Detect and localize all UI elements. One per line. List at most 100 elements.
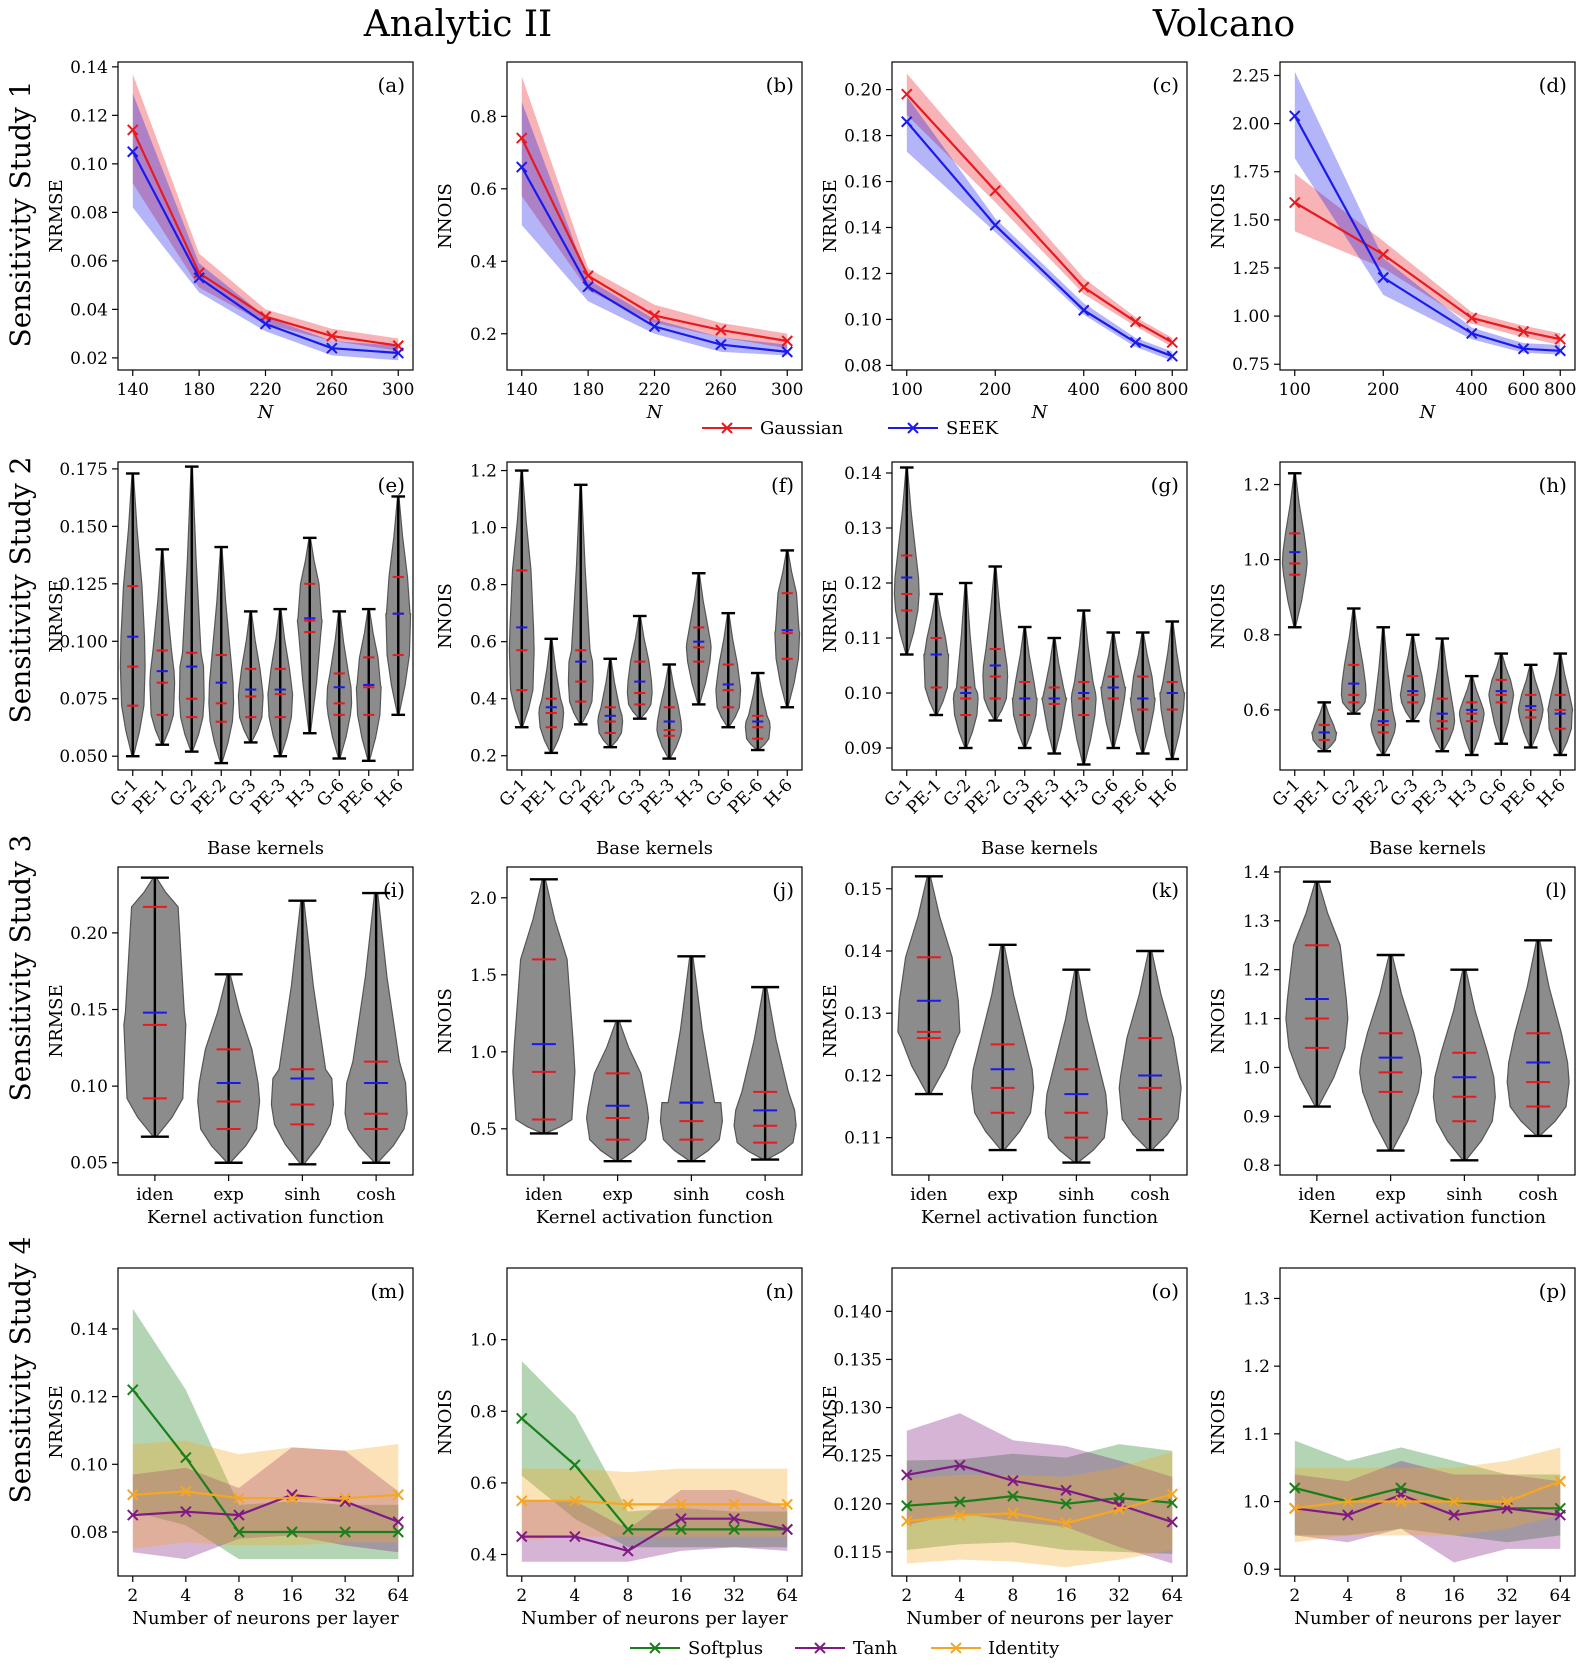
- xtick-label-k-2: sinh: [1058, 1185, 1094, 1205]
- point-softplus-0: [127, 1384, 139, 1396]
- ylabel-c: NRMSE: [820, 179, 841, 252]
- frame-f: [506, 461, 803, 771]
- panel-k: 0.11 0.12 0.13 0.14 0.15 iden exp sinh coshKerne…: [820, 866, 1188, 1228]
- xtick-label-i-3: cosh: [356, 1185, 395, 1205]
- xtick-label-c-2: 400: [1068, 380, 1100, 400]
- ytick-label-a-0: 0.02: [70, 349, 108, 369]
- xtick-label-o-1: 4: [954, 1586, 965, 1606]
- point-gaussian-3: [1129, 316, 1142, 328]
- point-softplus-2: [1007, 1490, 1019, 1502]
- line-softplus: [906, 1494, 1173, 1507]
- xtick-label-p-2: 8: [1396, 1586, 1407, 1606]
- plot-area-l: [1285, 880, 1570, 1162]
- point-seek-3: [326, 342, 338, 354]
- panel-letter-j: (j): [772, 878, 794, 902]
- ytick-label-h-1: 0.8: [1243, 626, 1270, 646]
- point-softplus-3: [286, 1526, 298, 1538]
- panel-letter-f: (f): [771, 473, 794, 497]
- xtick-label-m-4: 32: [334, 1586, 356, 1606]
- point-identity-3: [1448, 1495, 1460, 1508]
- point-seek-1: [193, 272, 205, 284]
- ylabel-m: NRMSE: [46, 1385, 67, 1458]
- point-tanh-1: [180, 1505, 192, 1518]
- plot-area-j: [512, 878, 797, 1163]
- ytick-label-d-6: 2.25: [1232, 66, 1270, 86]
- point-seek-1: [989, 219, 1001, 231]
- point-identity-1: [1342, 1495, 1354, 1508]
- xtick-label-m-0: 2: [127, 1586, 138, 1606]
- xtick-label-g-6: H-3: [1057, 775, 1093, 811]
- xtick-label-a-1: 180: [183, 380, 215, 400]
- ytick-label-m-2: 0.12: [70, 1388, 108, 1408]
- ytick-label-o-5: 0.140: [833, 1302, 882, 1322]
- point-gaussian-2: [1078, 281, 1090, 293]
- band-seek: [521, 101, 788, 356]
- frame-l: [1279, 866, 1576, 1176]
- frame-i: [117, 866, 414, 1176]
- ytick-label-c-4: 0.16: [844, 173, 882, 193]
- point-identity-5: [1166, 1488, 1178, 1500]
- point-seek-4: [1554, 345, 1566, 357]
- legend-seek-marker: [907, 422, 919, 434]
- frame-k: [891, 866, 1188, 1176]
- xtick-label-p-5: 64: [1549, 1586, 1571, 1606]
- xtick-label-c-4: 800: [1156, 380, 1188, 400]
- point-seek-2: [648, 320, 661, 333]
- ytick-label-j-0: 0.5: [470, 1120, 497, 1140]
- legend-study4: Softplus Tanh Identity: [630, 1638, 1060, 1659]
- line-identity: [906, 1493, 1173, 1525]
- xtick-label-f-9: H-6: [760, 775, 796, 811]
- ytick-label-d-3: 1.50: [1232, 211, 1270, 231]
- frame-m: [117, 1267, 414, 1577]
- panel-b: 0.2 0.4 0.6 0.8 140 180 220 260 300 N NNOIS (b): [435, 61, 803, 423]
- ytick-label-c-1: 0.10: [844, 310, 882, 330]
- ytick-label-k-2: 0.13: [844, 1004, 882, 1024]
- point-seek-3: [1517, 343, 1530, 355]
- point-tanh-5: [1166, 1516, 1178, 1528]
- point-gaussian-1: [989, 185, 1001, 197]
- ytick-label-k-1: 0.12: [844, 1066, 882, 1086]
- plot-area-e: [119, 465, 412, 765]
- xtick-label-l-0: iden: [1298, 1185, 1335, 1205]
- ytick-label-f-5: 1.2: [470, 462, 497, 482]
- ytick-label-g-5: 0.14: [844, 464, 882, 484]
- xlabel-i: Kernel activation function: [147, 1207, 385, 1228]
- ylabel-d: NNOIS: [1208, 183, 1229, 249]
- ytick-label-e-0: 0.050: [59, 747, 108, 767]
- xtick-label-o-5: 64: [1161, 1586, 1183, 1606]
- plot-area-i: [123, 876, 408, 1166]
- xlabel-k: Kernel activation function: [921, 1207, 1159, 1228]
- panel-letter-c: (c): [1152, 73, 1179, 97]
- ytick-label-d-1: 1.00: [1232, 307, 1270, 327]
- ytick-label-m-0: 0.08: [70, 1523, 108, 1543]
- point-softplus-4: [339, 1526, 351, 1538]
- frame-g: [891, 461, 1188, 771]
- point-gaussian-2: [1466, 312, 1478, 324]
- panel-d: 0.75 1.00 1.25 1.50 1.75 2.00 2.25 100 200 400 600…: [1208, 61, 1576, 423]
- xtick-label-n-0: 2: [516, 1586, 527, 1606]
- ytick-label-a-2: 0.06: [70, 252, 108, 272]
- ylabel-h: NNOIS: [1208, 583, 1229, 649]
- point-tanh-0: [127, 1509, 139, 1521]
- xtick-label-e-9: H-6: [371, 775, 407, 811]
- legend-study1: Gaussian SEEK: [702, 418, 999, 439]
- ytick-label-b-3: 0.8: [470, 107, 497, 127]
- xtick-label-p-3: 16: [1443, 1586, 1465, 1606]
- frame-o: [891, 1267, 1188, 1577]
- xtick-label-c-0: 100: [891, 380, 923, 400]
- point-gaussian-1: [1377, 248, 1389, 261]
- legend-softplus-label: Softplus: [688, 1638, 763, 1659]
- panel-letter-g: (g): [1151, 473, 1179, 497]
- panel-letter-d: (d): [1539, 73, 1567, 97]
- panel-letter-p: (p): [1539, 1279, 1567, 1303]
- xtick-label-g-9: H-6: [1145, 775, 1181, 811]
- panel-e: 0.0500.0750.1000.1250.1500.175G-1PE-1G-2…: [46, 460, 414, 859]
- point-identity-1: [954, 1509, 966, 1522]
- ytick-label-n-3: 1.0: [470, 1331, 497, 1351]
- ytick-label-h-3: 1.2: [1243, 476, 1270, 496]
- xtick-label-f-6: H-3: [672, 775, 708, 811]
- ytick-label-l-0: 0.8: [1243, 1156, 1270, 1176]
- point-identity-0: [127, 1489, 139, 1501]
- xtick-label-j-2: sinh: [673, 1185, 709, 1205]
